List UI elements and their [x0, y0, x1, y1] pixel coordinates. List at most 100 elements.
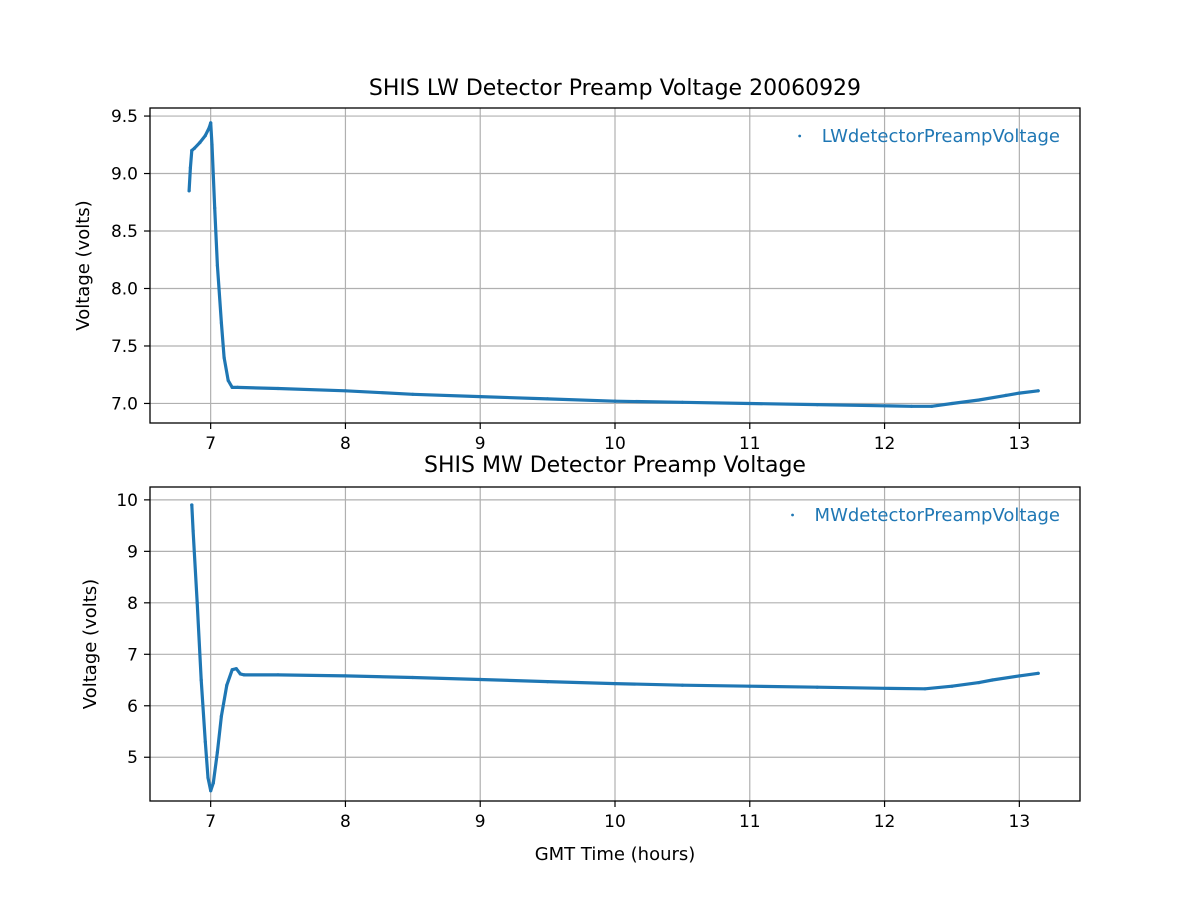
legend-entry-label: MWdetectorPreampVoltage — [815, 505, 1060, 526]
y-tick-label: 8.0 — [111, 279, 138, 299]
data-point — [195, 601, 199, 605]
legend-marker — [791, 513, 794, 517]
data-point — [213, 206, 217, 210]
y-tick-label: 5 — [127, 748, 138, 768]
y-tick-label: 7.0 — [111, 394, 138, 414]
x-tick-label: 11 — [739, 812, 761, 832]
data-point — [230, 385, 234, 389]
y-tick-label: 9.5 — [111, 107, 138, 127]
data-point — [1017, 391, 1021, 395]
data-point — [238, 672, 242, 676]
data-point — [613, 682, 617, 686]
y-tick-label: 8 — [127, 594, 138, 614]
data-point — [1004, 393, 1008, 397]
legend-entry-label: LWdetectorPreampVoltage — [822, 126, 1060, 147]
mw-chart-panel: 7 8 9 10 11 12 13 5 6 7 8 9 10 MWdetectorPreampVoltag… — [80, 453, 1081, 865]
y-tick-label: 7.5 — [111, 337, 138, 357]
data-point — [230, 668, 234, 672]
data-point — [950, 401, 954, 406]
legend-marker — [798, 134, 802, 138]
x-tick-label: 12 — [874, 434, 896, 454]
y-tick-label: 7 — [127, 645, 138, 665]
data-point — [546, 397, 550, 401]
data-point — [219, 321, 223, 325]
data-point — [680, 683, 685, 687]
data-point — [198, 140, 202, 145]
data-point — [990, 678, 995, 682]
x-tick-label: 8 — [340, 812, 351, 832]
data-point — [187, 189, 191, 193]
x-tick-label: 7 — [205, 434, 216, 454]
data-point — [188, 166, 192, 170]
data-point — [192, 146, 197, 150]
data-point — [748, 684, 752, 688]
data-point — [219, 714, 223, 718]
data-point — [215, 263, 219, 268]
data-point — [215, 750, 219, 754]
data-point — [815, 403, 819, 407]
data-point — [225, 683, 229, 687]
data-point — [236, 385, 240, 389]
x-tick-label: 8 — [340, 434, 351, 454]
data-point — [211, 781, 215, 785]
data-point — [191, 529, 195, 533]
data-point — [199, 678, 203, 682]
x-axis-label: GMT Time (hours) — [535, 844, 696, 865]
data-point — [234, 667, 238, 671]
data-point — [209, 121, 213, 125]
data-point — [977, 398, 981, 402]
y-tick-label: 8.5 — [111, 222, 138, 242]
data-point — [343, 674, 347, 678]
x-tick-label: 9 — [475, 434, 486, 454]
data-point — [883, 686, 887, 690]
data-point — [206, 776, 210, 780]
x-tick-label: 10 — [604, 434, 626, 454]
data-point — [930, 404, 934, 408]
data-point — [276, 386, 280, 391]
chart-title: SHIS LW Detector Preamp Voltage 20060929 — [369, 76, 861, 101]
y-tick-label: 9 — [127, 542, 138, 562]
data-point — [883, 404, 887, 408]
x-tick-label: 9 — [475, 812, 486, 832]
data-point — [209, 789, 213, 793]
data-point — [1017, 674, 1021, 678]
data-point — [411, 675, 415, 680]
x-tick-label: 10 — [604, 812, 626, 832]
data-point — [242, 673, 246, 677]
chart-title: SHIS MW Detector Preamp Voltage — [424, 453, 806, 478]
data-point — [210, 143, 214, 147]
x-tick-label: 12 — [874, 812, 896, 832]
x-tick-label: 7 — [205, 812, 216, 832]
data-point — [1036, 671, 1040, 675]
plot-frame — [149, 486, 1081, 802]
data-point — [190, 148, 194, 153]
y-tick-label: 6 — [127, 697, 138, 717]
x-tick-label: 13 — [1009, 812, 1031, 832]
y-tick-label: 10 — [116, 491, 138, 511]
lw-chart-panel: 7 8 9 10 11 12 13 7.0 7.5 8.0 8.5 9.0 9.5 LWdetectorP… — [73, 76, 1081, 454]
data-point — [923, 687, 927, 691]
data-point — [613, 399, 617, 403]
data-point — [977, 681, 981, 685]
x-tick-label: 13 — [1009, 434, 1031, 454]
data-point — [815, 685, 819, 689]
data-point — [343, 389, 347, 393]
data-point — [680, 400, 685, 404]
data-point — [1036, 389, 1040, 393]
x-tick-label: 11 — [739, 434, 761, 454]
data-point — [411, 392, 415, 396]
data-point — [909, 404, 914, 408]
data-point — [226, 378, 230, 383]
data-point — [207, 125, 211, 130]
data-point — [478, 677, 482, 682]
data-point — [276, 673, 280, 677]
data-point — [203, 134, 207, 138]
data-point — [203, 740, 207, 744]
y-axis-label: Voltage (volts) — [80, 579, 101, 709]
y-axis-label: Voltage (volts) — [73, 200, 94, 330]
data-point — [546, 680, 550, 684]
plot-frame — [149, 107, 1081, 424]
data-point — [748, 401, 752, 406]
y-tick-label: 9.0 — [111, 165, 138, 185]
